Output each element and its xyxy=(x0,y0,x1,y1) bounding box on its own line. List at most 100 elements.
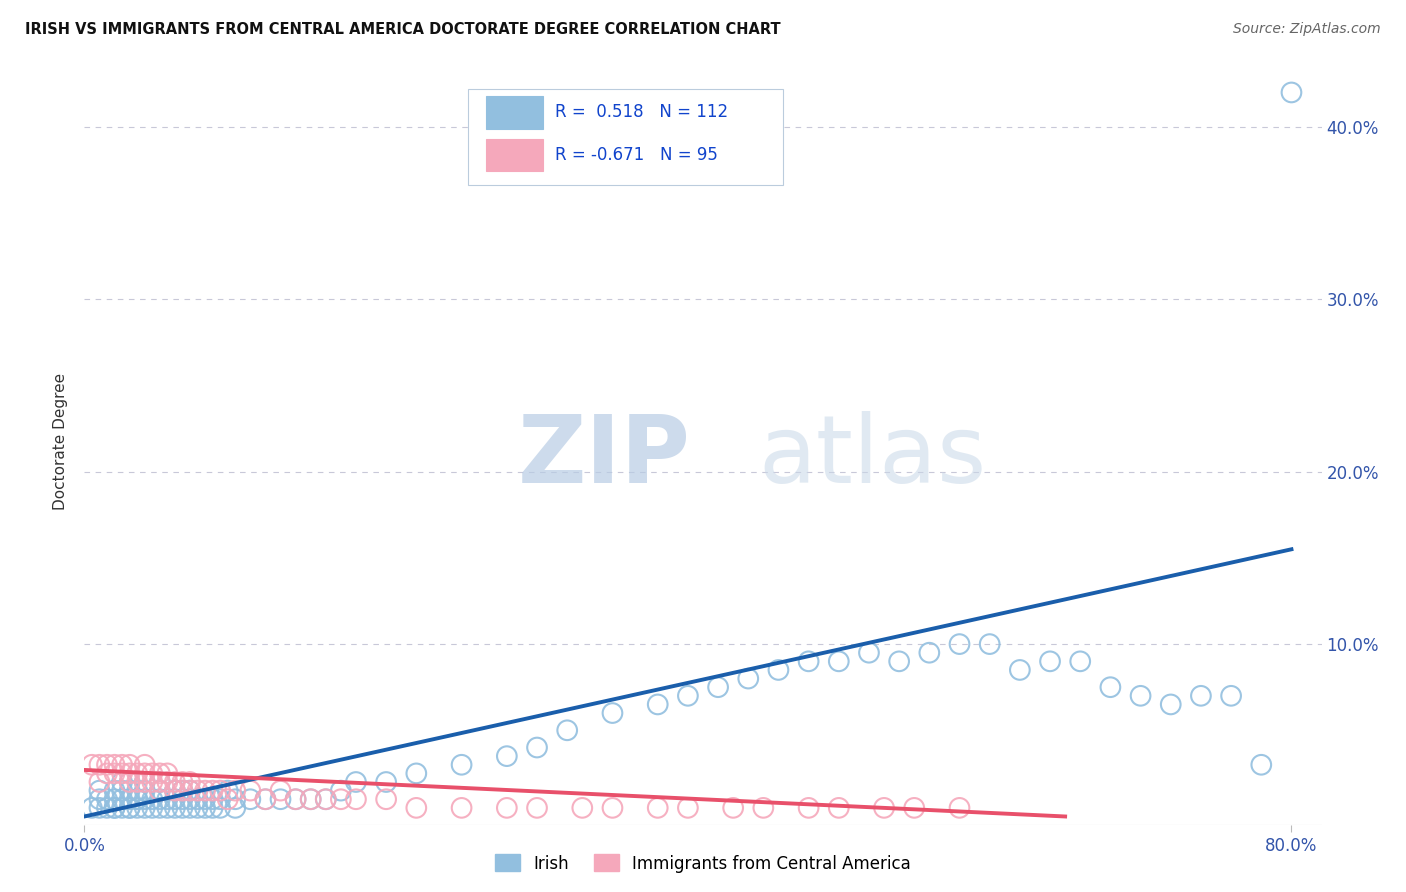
Point xyxy=(828,654,851,668)
Point xyxy=(797,801,820,815)
Point xyxy=(156,775,179,789)
FancyBboxPatch shape xyxy=(486,138,543,170)
Point xyxy=(209,792,232,806)
Point xyxy=(239,792,262,806)
Point xyxy=(526,740,548,755)
Point xyxy=(80,801,103,815)
Text: atlas: atlas xyxy=(759,411,987,503)
Text: ZIP: ZIP xyxy=(517,411,690,503)
Point xyxy=(239,783,262,797)
Point xyxy=(134,783,156,797)
Point xyxy=(179,801,201,815)
Point xyxy=(111,801,134,815)
Point xyxy=(979,637,1001,651)
Point xyxy=(1281,86,1303,100)
Point xyxy=(918,646,941,660)
Point xyxy=(450,757,472,772)
Point xyxy=(118,757,141,772)
Point xyxy=(284,792,307,806)
Point xyxy=(526,801,548,815)
Point xyxy=(555,723,578,738)
Point xyxy=(134,766,156,780)
Point xyxy=(89,775,111,789)
Y-axis label: Doctorate Degree: Doctorate Degree xyxy=(53,373,69,510)
Point xyxy=(602,801,624,815)
Point xyxy=(149,801,172,815)
Point xyxy=(375,775,398,789)
Point xyxy=(707,680,730,694)
Point xyxy=(134,792,156,806)
Point xyxy=(315,792,337,806)
Point xyxy=(127,783,149,797)
Text: Source: ZipAtlas.com: Source: ZipAtlas.com xyxy=(1233,22,1381,37)
Point xyxy=(172,775,194,789)
Point xyxy=(118,775,141,789)
Point xyxy=(156,792,179,806)
Point xyxy=(179,783,201,797)
Point xyxy=(127,792,149,806)
Point xyxy=(163,801,186,815)
Point xyxy=(797,654,820,668)
Point xyxy=(224,783,246,797)
Point xyxy=(96,792,118,806)
Point xyxy=(315,792,337,806)
Point xyxy=(1069,654,1091,668)
Point xyxy=(96,757,118,772)
FancyBboxPatch shape xyxy=(486,96,543,128)
Point xyxy=(103,792,125,806)
Point xyxy=(89,792,111,806)
Point xyxy=(172,783,194,797)
Point xyxy=(254,792,277,806)
Point xyxy=(828,801,851,815)
Point xyxy=(103,757,125,772)
Point xyxy=(127,775,149,789)
Point xyxy=(80,757,103,772)
Point xyxy=(873,801,896,815)
Point xyxy=(89,801,111,815)
Point xyxy=(344,775,367,789)
Point xyxy=(495,801,517,815)
Point xyxy=(889,654,911,668)
Point xyxy=(89,783,111,797)
Point xyxy=(752,801,775,815)
Text: R =  0.518   N = 112: R = 0.518 N = 112 xyxy=(554,103,728,121)
Point xyxy=(163,783,186,797)
Point xyxy=(201,792,224,806)
Point xyxy=(172,801,194,815)
Point xyxy=(134,801,156,815)
Point xyxy=(118,766,141,780)
Point xyxy=(134,775,156,789)
Point xyxy=(495,749,517,764)
Point xyxy=(96,766,118,780)
Point xyxy=(405,766,427,780)
Point xyxy=(647,801,669,815)
Point xyxy=(647,698,669,712)
Point xyxy=(179,792,201,806)
Point xyxy=(571,801,593,815)
Point xyxy=(172,783,194,797)
Point xyxy=(134,757,156,772)
Point xyxy=(329,783,352,797)
Point xyxy=(903,801,925,815)
Point xyxy=(1189,689,1212,703)
Point xyxy=(156,766,179,780)
Point xyxy=(254,792,277,806)
Point xyxy=(118,801,141,815)
Point xyxy=(149,792,172,806)
Point xyxy=(602,706,624,720)
Point xyxy=(375,792,398,806)
Point xyxy=(948,637,970,651)
Point xyxy=(201,801,224,815)
Text: R = -0.671   N = 95: R = -0.671 N = 95 xyxy=(554,145,717,163)
Point xyxy=(1250,757,1272,772)
Point xyxy=(149,775,172,789)
Point xyxy=(103,766,125,780)
Point xyxy=(1160,698,1182,712)
Point xyxy=(217,783,239,797)
Point xyxy=(111,783,134,797)
Point xyxy=(1099,680,1122,694)
Point xyxy=(163,783,186,797)
Point xyxy=(111,775,134,789)
Point xyxy=(1039,654,1062,668)
Point xyxy=(224,792,246,806)
